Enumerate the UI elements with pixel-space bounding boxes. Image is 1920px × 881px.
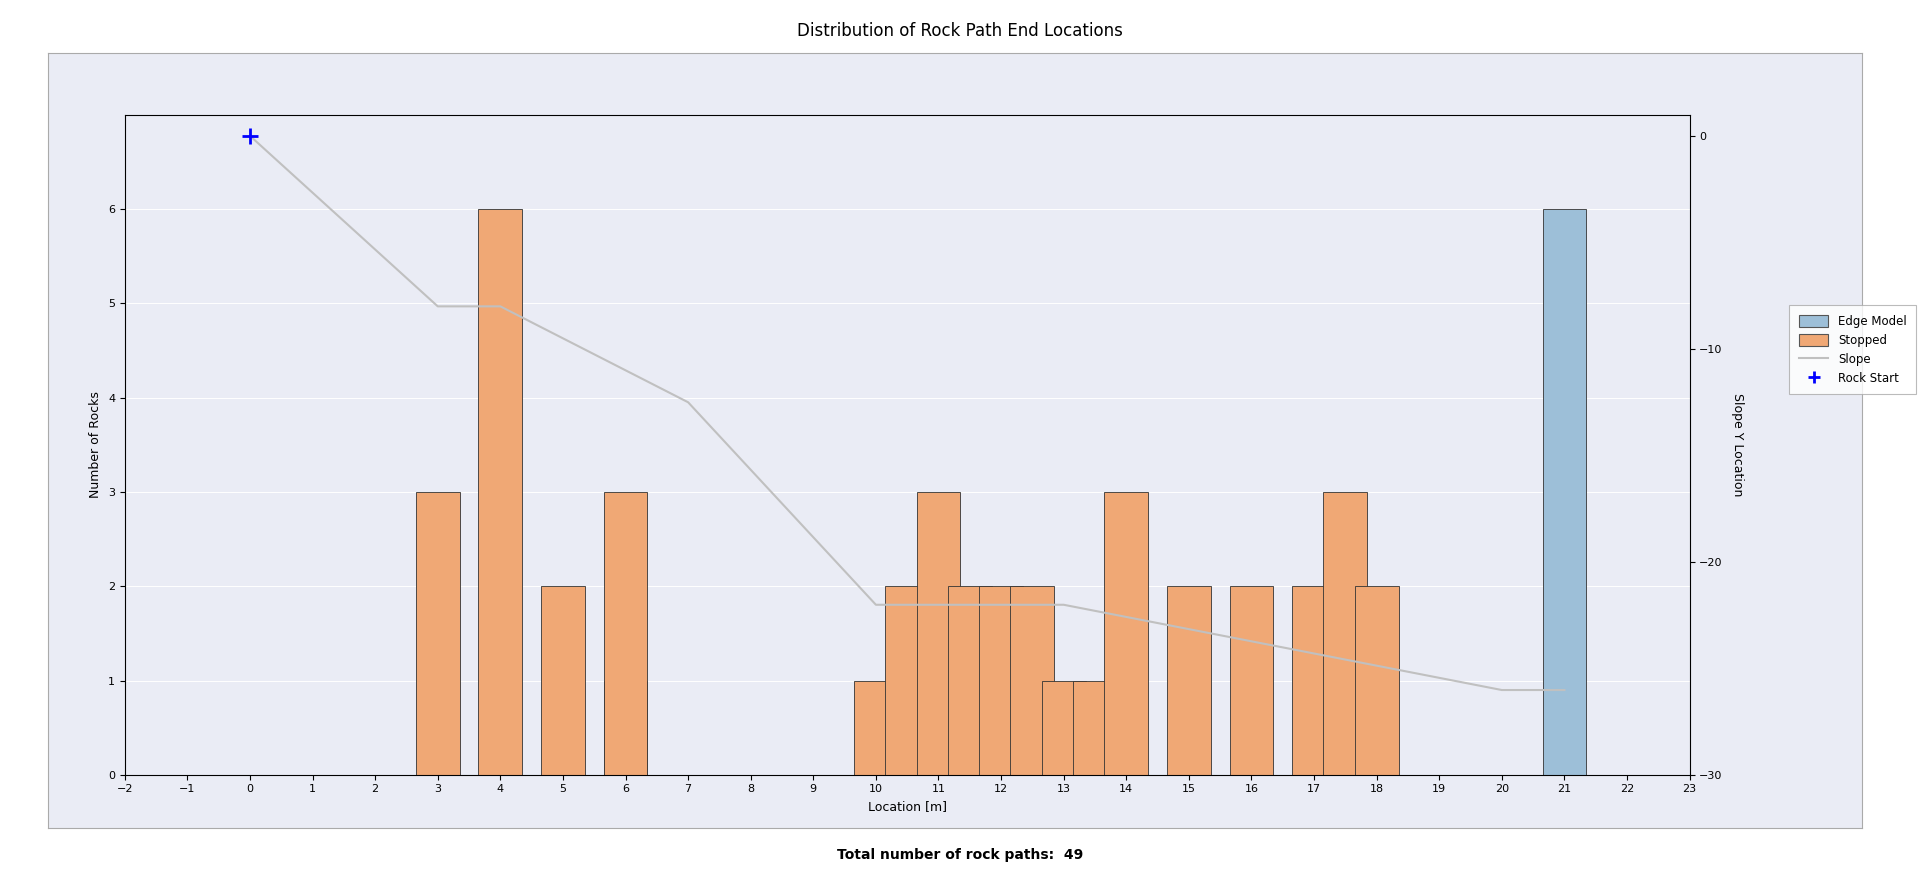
Bar — [916, 492, 960, 775]
Text: Total number of rock paths:  49: Total number of rock paths: 49 — [837, 848, 1083, 862]
Bar — [948, 587, 993, 775]
Y-axis label: Number of Rocks: Number of Rocks — [90, 391, 102, 499]
Bar — [1323, 492, 1367, 775]
Bar — [885, 587, 929, 775]
Bar — [1073, 681, 1117, 775]
Bar — [1104, 492, 1148, 775]
Bar — [478, 209, 522, 775]
Text: Distribution of Rock Path End Locations: Distribution of Rock Path End Locations — [797, 22, 1123, 40]
Bar — [1356, 587, 1398, 775]
Y-axis label: Slope Y Location: Slope Y Location — [1730, 393, 1743, 497]
X-axis label: Location [m]: Location [m] — [868, 800, 947, 813]
Bar — [1229, 587, 1273, 775]
Legend: Edge Model, Stopped, Slope, Rock Start: Edge Model, Stopped, Slope, Rock Start — [1789, 306, 1916, 394]
Bar — [541, 587, 586, 775]
Bar — [1292, 587, 1336, 775]
Bar — [979, 587, 1023, 775]
Bar — [1010, 587, 1054, 775]
Bar — [603, 492, 647, 775]
Bar — [603, 681, 647, 775]
Bar — [1167, 587, 1212, 775]
Bar — [854, 681, 899, 775]
Bar — [1542, 209, 1586, 775]
Bar — [1043, 681, 1085, 775]
Bar — [417, 492, 459, 775]
